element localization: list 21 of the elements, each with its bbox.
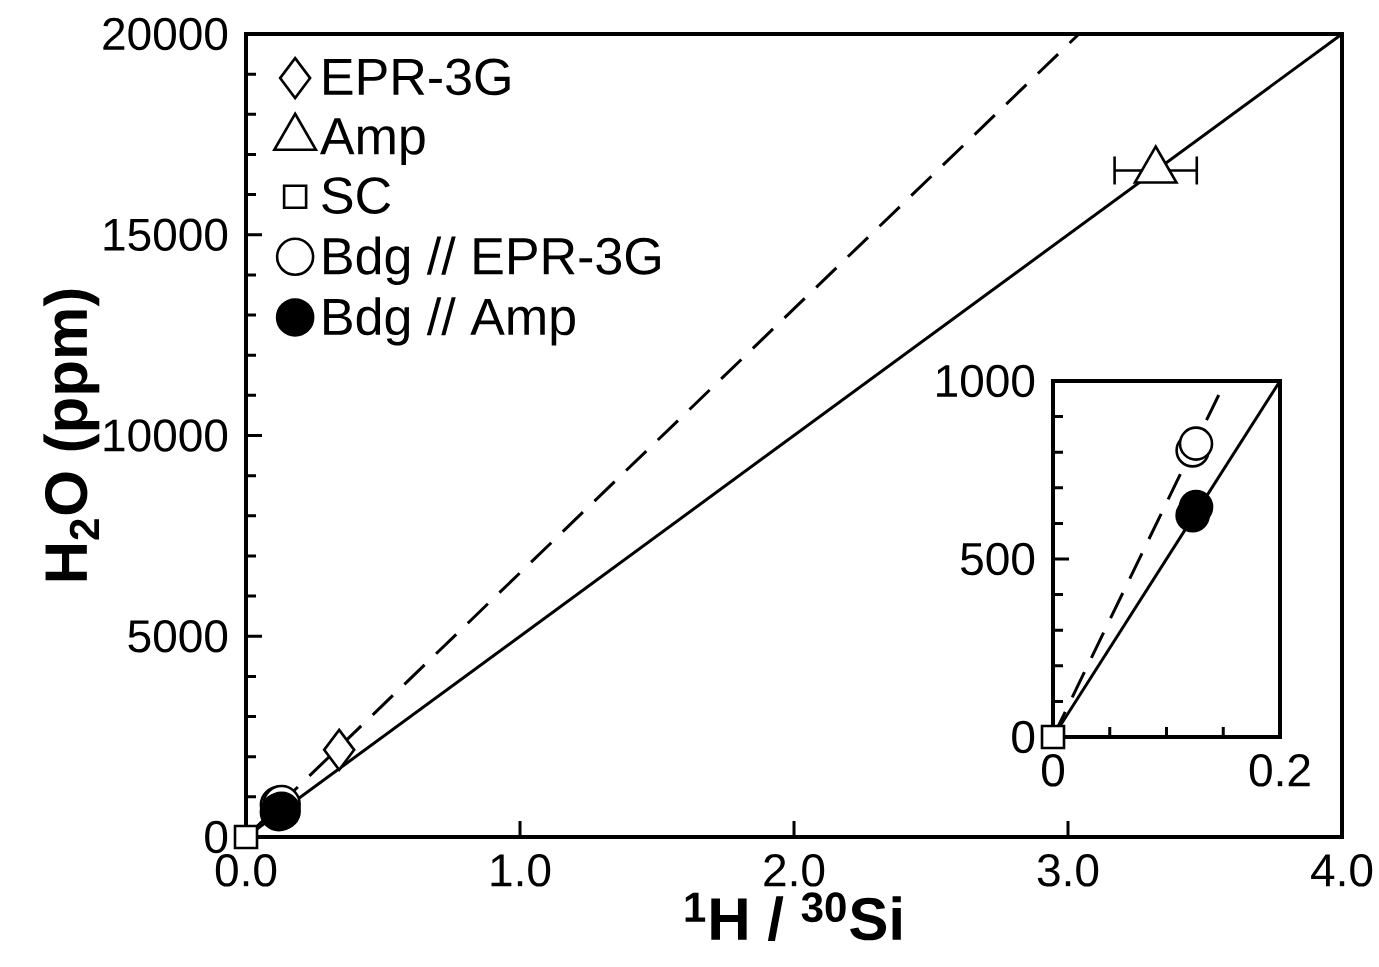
x-axis-title: $^{1}$H / $^{30}$Si: [685, 892, 901, 941]
x-tick-label: 1.0: [491, 854, 551, 887]
x-tick-label: 3.0: [1037, 854, 1099, 887]
y-tick-label: 0: [1012, 720, 1035, 754]
y-axis-title: H$_{2}$O (ppm): [43, 289, 100, 581]
y-tick-label: 15000: [104, 218, 228, 252]
legend-label: SC: [322, 177, 391, 214]
y-tick-label: 500: [961, 542, 1035, 576]
legend-label: Bdg // Amp: [324, 297, 575, 346]
x-tick-label: 4.0: [1311, 854, 1373, 887]
y-tick-label: 20000: [103, 17, 228, 51]
y-tick-label: 1000: [937, 364, 1035, 398]
x-tick-label: 2.0: [764, 854, 825, 887]
y-tick-label: 5000: [128, 619, 228, 653]
x-tick-label: 0.2: [1249, 754, 1310, 787]
legend-label: EPR-3G: [324, 58, 510, 96]
y-tick-label: 10000: [104, 419, 228, 452]
y-tick-label: 0: [205, 820, 228, 854]
legend-label: Bdg // EPR-3G: [324, 236, 660, 285]
x-tick-label: 0.0: [215, 854, 277, 887]
legend-label: Amp: [320, 118, 425, 165]
